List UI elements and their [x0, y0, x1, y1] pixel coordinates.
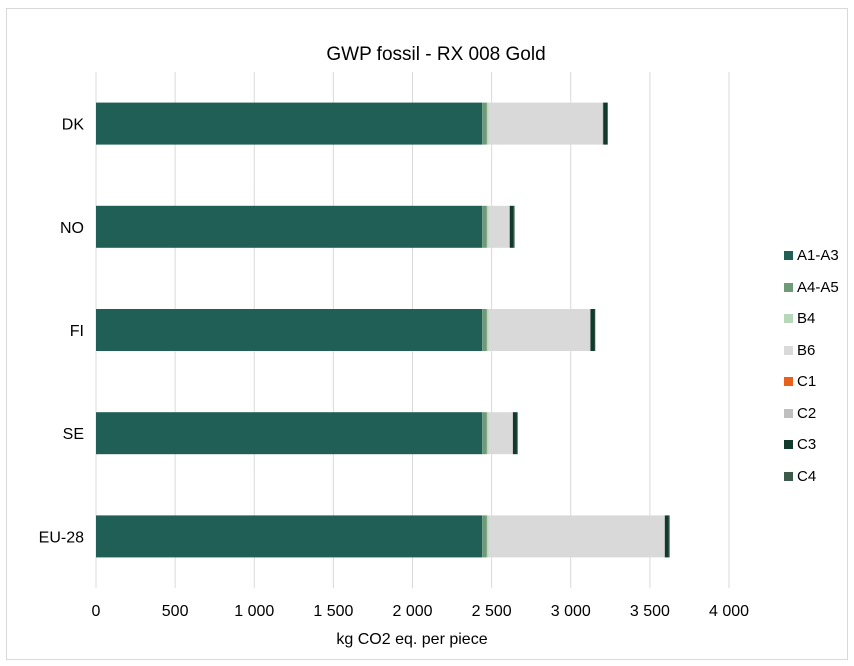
legend-swatch — [784, 282, 793, 292]
legend-label: C4 — [797, 467, 817, 485]
x-tick-label: 3 500 — [630, 603, 670, 620]
bar-dk-c3 — [603, 102, 608, 145]
legend-item: C4 — [784, 461, 839, 493]
legend-swatch — [784, 314, 793, 324]
x-tick-label: 0 — [92, 603, 101, 620]
bar-no-c2 — [509, 205, 510, 248]
x-axis-label: kg CO2 eq. per piece — [336, 631, 487, 648]
bar-no-b6 — [488, 205, 510, 248]
x-tick-label: 4 000 — [709, 603, 749, 620]
legend-item: B6 — [784, 335, 839, 367]
bar-dk-b4 — [486, 102, 489, 145]
bar-eu-28-c4 — [668, 515, 670, 558]
bar-se-c3 — [512, 412, 517, 455]
bar-fi-b6 — [488, 309, 590, 351]
bar-no-a1-a3 — [96, 205, 483, 248]
legend-label: B6 — [797, 341, 816, 359]
legend-item: B4 — [784, 303, 839, 335]
bar-eu-28-c2 — [664, 515, 665, 558]
x-tick-labels: 0 500 1 000 1 500 2 000 2 500 3 000 3 500 4 000 — [92, 603, 750, 620]
bar-eu-28-c3 — [664, 515, 669, 558]
legend-swatch — [784, 408, 793, 418]
legend-item: A1-A3 — [784, 240, 839, 272]
x-tick-label: 500 — [162, 603, 189, 620]
bar-fi-c2 — [589, 309, 591, 351]
bar-dk-a4-a5 — [482, 102, 487, 145]
bar-fi-a4-a5 — [482, 309, 487, 351]
legend-label: C3 — [797, 436, 817, 454]
y-tick-label: SE — [63, 426, 84, 443]
x-tick-label: 2 500 — [472, 603, 512, 620]
legend-label: B4 — [797, 310, 816, 328]
bar-dk-c2 — [602, 102, 604, 145]
bar-fi-b4 — [486, 309, 489, 351]
bar-eu-28-b6 — [488, 515, 665, 558]
bar-fi-c3 — [590, 309, 595, 351]
legend-label: C1 — [797, 373, 817, 391]
y-tick-label: EU-28 — [39, 529, 84, 546]
bar-no-c3 — [509, 205, 514, 248]
bar-se-b6 — [488, 412, 513, 455]
legend: A1-A3 A4-A5 B4 B6 C1 C2 C3 C4 — [784, 240, 839, 492]
legend-item: C1 — [784, 366, 839, 398]
bar-fi-c4 — [594, 309, 596, 351]
legend-swatch — [784, 377, 793, 387]
legend-swatch — [784, 440, 793, 450]
bar-se-a4-a5 — [482, 412, 487, 455]
bar-no-c4 — [513, 205, 515, 248]
bar-fi-a1-a3 — [96, 309, 483, 351]
x-tick-label: 3 000 — [551, 603, 591, 620]
bar-eu-28-a4-a5 — [482, 515, 487, 558]
bar-dk-b6 — [488, 102, 603, 145]
bar-no-b4 — [486, 205, 489, 248]
legend-swatch — [784, 251, 793, 261]
y-tick-labels: DK NO FI SE EU-28 — [39, 117, 85, 547]
x-tick-label: 2 000 — [392, 603, 432, 620]
bar-eu-28-a1-a3 — [96, 515, 483, 558]
bar-eu-28-b4 — [486, 515, 489, 558]
legend-item: C3 — [784, 429, 839, 461]
legend-label: A1-A3 — [797, 247, 839, 265]
chart-title: GWP fossil - RX 008 Gold — [326, 44, 545, 65]
x-tick-label: 1 500 — [313, 603, 353, 620]
bar-se-b4 — [486, 412, 489, 455]
legend-label: C2 — [797, 404, 817, 422]
y-tick-label: FI — [70, 323, 84, 340]
legend-swatch — [784, 345, 793, 355]
legend-item: C2 — [784, 398, 839, 430]
bar-se-c4 — [516, 412, 518, 455]
legend-item: A4-A5 — [784, 272, 839, 304]
bar-no-a4-a5 — [482, 205, 487, 248]
bars — [96, 102, 670, 558]
legend-label: A4-A5 — [797, 278, 839, 296]
y-tick-label: DK — [62, 117, 85, 134]
legend-swatch — [784, 471, 793, 481]
bar-se-c2 — [512, 412, 513, 455]
x-tick-label: 1 000 — [234, 603, 274, 620]
bar-dk-c4 — [607, 102, 608, 145]
y-tick-label: NO — [60, 220, 84, 237]
bar-se-a1-a3 — [96, 412, 483, 455]
bar-dk-a1-a3 — [96, 102, 483, 145]
